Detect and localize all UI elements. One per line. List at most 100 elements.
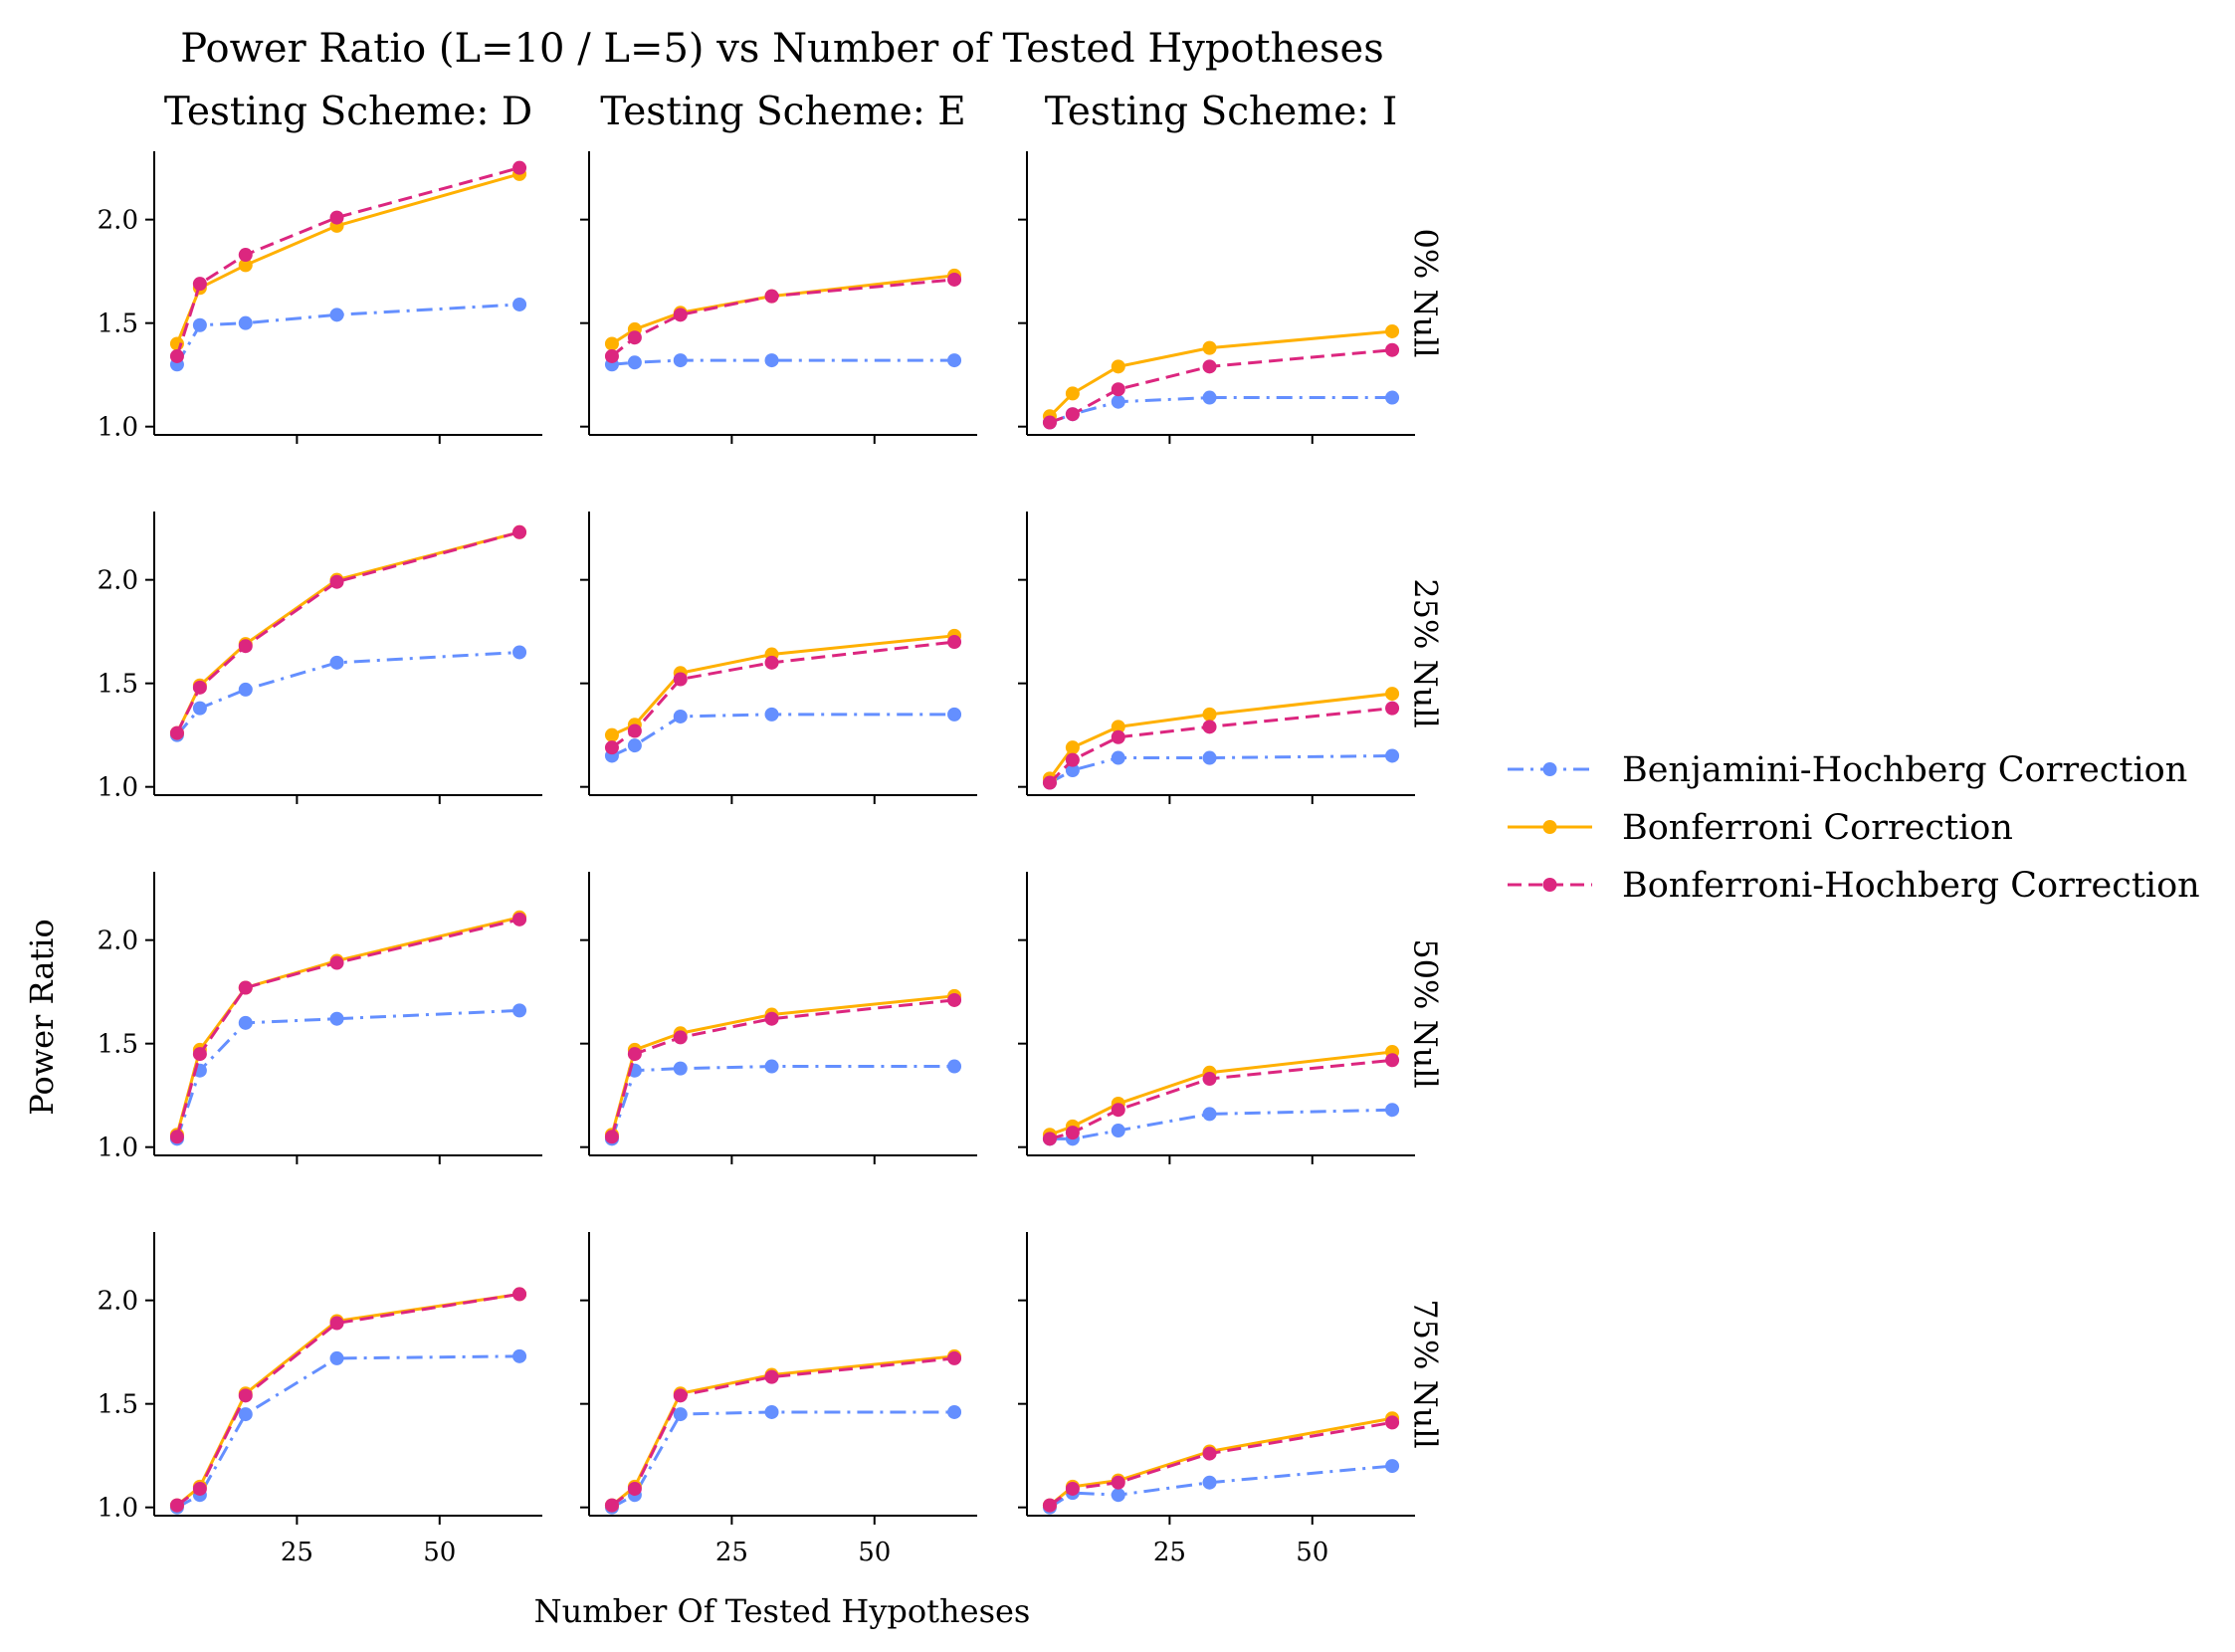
data-point-bonferroni-hochberg-correction: [192, 1047, 207, 1062]
panel-grid: 1.0 1.5 2.0 1.0 1.5 2.0 1.0 1.5 2.0 1.0 1.5 2.0 25 50…: [98, 151, 1415, 1567]
col-title-testing-scheme-d: Testing Scheme: D: [164, 90, 532, 134]
data-point-benjamini-hochberg-correction: [764, 1059, 779, 1074]
data-point-benjamini-hochberg-correction: [1202, 1475, 1217, 1490]
series-line-benjamini-hochberg-correction: [1049, 1108, 1393, 1140]
data-point-bonferroni-hochberg-correction: [1202, 359, 1217, 374]
data-point-bonferroni-hochberg-correction: [1202, 720, 1217, 734]
data-point-bonferroni-hochberg-correction: [604, 1130, 619, 1144]
series-line-bonferroni-hochberg-correction: [611, 640, 955, 749]
data-point-benjamini-hochberg-correction: [627, 355, 642, 370]
data-point-benjamini-hochberg-correction: [673, 709, 688, 723]
data-point-benjamini-hochberg-correction: [764, 707, 779, 722]
row-title-25-null: 25% Null: [1407, 578, 1445, 727]
panel-0-null-testing-scheme-d: 1.0 1.5 2.0: [98, 151, 542, 444]
data-point-bonferroni-correction: [1385, 687, 1400, 702]
data-point-benjamini-hochberg-correction: [238, 315, 253, 330]
data-point-bonferroni-hochberg-correction: [512, 524, 527, 539]
data-point-benjamini-hochberg-correction: [1385, 1459, 1400, 1474]
data-point-bonferroni-hochberg-correction: [1065, 1481, 1080, 1496]
data-point-bonferroni-hochberg-correction: [1065, 752, 1080, 767]
series-line-benjamini-hochberg-correction: [175, 650, 520, 736]
data-point-bonferroni-correction: [1111, 720, 1125, 734]
data-point-bonferroni-hochberg-correction: [1385, 1415, 1400, 1430]
series-line-bonferroni-correction: [175, 172, 520, 345]
data-point-bonferroni-correction: [1202, 707, 1217, 722]
data-point-bonferroni-hochberg-correction: [1111, 1103, 1125, 1118]
x-axis-label: Number Of Tested Hypotheses: [534, 1592, 1031, 1630]
panel-75-null-testing-scheme-i: 25 50: [1018, 1232, 1415, 1567]
data-point-bonferroni-hochberg-correction: [627, 1047, 642, 1062]
series-line-bonferroni-hochberg-correction: [175, 530, 520, 734]
data-point-bonferroni-hochberg-correction: [1385, 342, 1400, 357]
y-tick-label: 1.0: [98, 1134, 138, 1163]
data-point-benjamini-hochberg-correction: [947, 1059, 962, 1074]
data-point-bonferroni-correction: [1111, 359, 1125, 374]
panel-0-null-testing-scheme-i: [1018, 151, 1415, 444]
data-point-benjamini-hochberg-correction: [238, 1015, 253, 1030]
data-point-benjamini-hochberg-correction: [947, 1404, 962, 1419]
data-point-bonferroni-hochberg-correction: [1385, 701, 1400, 716]
legend-label-bonferroni-hochberg-correction: Bonferroni-Hochberg Correction: [1622, 866, 2200, 906]
data-point-bonferroni-hochberg-correction: [604, 1498, 619, 1513]
row-title-50-null: 50% Null: [1407, 938, 1445, 1088]
data-point-bonferroni-hochberg-correction: [512, 160, 527, 175]
data-point-bonferroni-hochberg-correction: [1202, 1446, 1217, 1461]
y-tick-label: 2.0: [98, 206, 138, 236]
data-point-benjamini-hochberg-correction: [947, 353, 962, 368]
series-line-bonferroni-correction: [175, 1292, 520, 1507]
column-titles: Testing Scheme: D Testing Scheme: E Testin…: [164, 90, 1397, 134]
data-point-benjamini-hochberg-correction: [329, 655, 344, 670]
legend-marker-bonferroni-correction: [1542, 820, 1557, 834]
data-point-benjamini-hochberg-correction: [1111, 750, 1125, 765]
data-point-bonferroni-hochberg-correction: [764, 289, 779, 304]
data-point-benjamini-hochberg-correction: [192, 317, 207, 332]
series-line-bonferroni-hochberg-correction: [175, 166, 520, 357]
data-point-bonferroni-hochberg-correction: [329, 955, 344, 970]
x-tick-label: 50: [858, 1538, 891, 1567]
data-point-bonferroni-hochberg-correction: [604, 348, 619, 363]
y-axis-label: Power Ratio: [23, 919, 61, 1116]
panel-25-null-testing-scheme-d: 1.0 1.5 2.0: [98, 512, 542, 804]
data-point-bonferroni-hochberg-correction: [512, 912, 527, 927]
series-line-bonferroni-hochberg-correction: [175, 918, 520, 1137]
x-tick-label: 50: [1296, 1538, 1328, 1567]
y-tick-label: 2.0: [98, 927, 138, 956]
data-point-benjamini-hochberg-correction: [947, 707, 962, 722]
data-point-bonferroni-hochberg-correction: [238, 1388, 253, 1403]
data-point-bonferroni-hochberg-correction: [169, 1498, 184, 1513]
data-point-benjamini-hochberg-correction: [1065, 763, 1080, 778]
data-point-bonferroni-hochberg-correction: [1042, 1498, 1057, 1513]
row-titles: 0% Null 25% Null 50% Null 75% Null: [1407, 228, 1445, 1448]
panel-0-null-testing-scheme-e: [580, 151, 977, 444]
data-point-bonferroni-hochberg-correction: [169, 1130, 184, 1144]
data-point-benjamini-hochberg-correction: [764, 353, 779, 368]
data-point-bonferroni-hochberg-correction: [947, 272, 962, 287]
series-line-benjamini-hochberg-correction: [611, 1410, 955, 1509]
legend-marker-benjamini-hochberg-correction: [1542, 762, 1557, 776]
y-tick-label: 2.0: [98, 1287, 138, 1317]
data-point-bonferroni-hochberg-correction: [947, 1350, 962, 1365]
data-point-bonferroni-hochberg-correction: [1111, 382, 1125, 397]
data-point-bonferroni-hochberg-correction: [627, 1481, 642, 1496]
data-point-bonferroni-hochberg-correction: [238, 248, 253, 263]
data-point-bonferroni-hochberg-correction: [673, 1030, 688, 1045]
series-line-bonferroni-hochberg-correction: [611, 1356, 955, 1507]
data-point-bonferroni-hochberg-correction: [512, 1287, 527, 1302]
data-point-benjamini-hochberg-correction: [1385, 1103, 1400, 1118]
data-point-benjamini-hochberg-correction: [673, 353, 688, 368]
x-tick-label: 25: [715, 1538, 748, 1567]
data-point-bonferroni-correction: [604, 727, 619, 742]
series-line-bonferroni-correction: [175, 916, 520, 1136]
series-line-bonferroni-correction: [1048, 692, 1393, 780]
data-point-bonferroni-hochberg-correction: [604, 740, 619, 755]
data-point-bonferroni-hochberg-correction: [673, 672, 688, 687]
y-tick-label: 1.5: [98, 1030, 138, 1060]
data-point-benjamini-hochberg-correction: [1202, 390, 1217, 405]
data-point-bonferroni-hochberg-correction: [1065, 407, 1080, 422]
series-line-bonferroni-correction: [175, 530, 520, 734]
series-line-benjamini-hochberg-correction: [611, 358, 955, 366]
panel-25-null-testing-scheme-e: [580, 512, 977, 804]
y-tick-label: 1.0: [98, 1494, 138, 1524]
y-tick-label: 2.0: [98, 566, 138, 596]
